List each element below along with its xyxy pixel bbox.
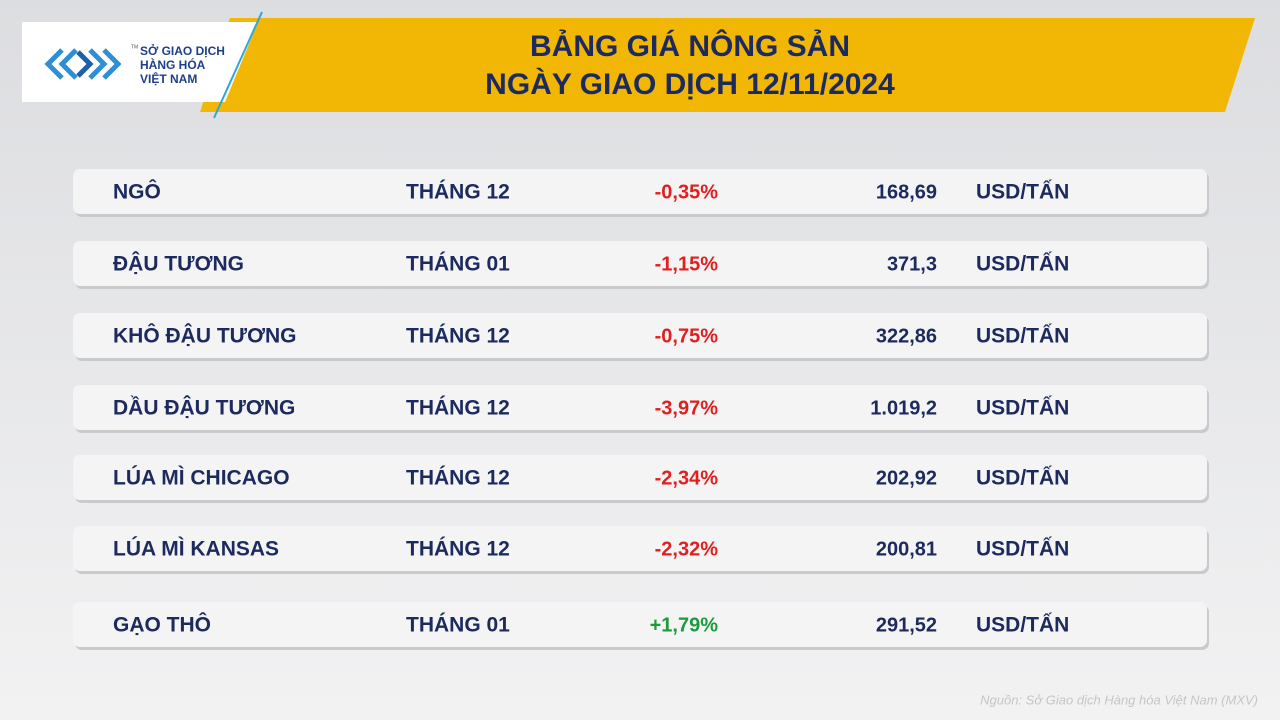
commodity: LÚA MÌ CHICAGO (113, 466, 290, 490)
month: THÁNG 01 (406, 614, 510, 637)
row-box (73, 455, 1207, 500)
change: +1,79% (650, 614, 719, 636)
price: 168,69 (876, 181, 937, 203)
logo-panel (22, 22, 258, 102)
unit: USD/TẤN (976, 538, 1069, 561)
price: 200,81 (876, 538, 937, 560)
commodity: LÚA MÌ KANSAS (113, 537, 279, 561)
row-box (73, 241, 1207, 286)
price: 322,86 (876, 325, 937, 347)
unit: USD/TẤN (976, 253, 1069, 276)
change: -1,15% (655, 253, 719, 275)
commodity: NGÔ (113, 180, 161, 204)
row-box (73, 385, 1207, 430)
row-box (73, 169, 1207, 214)
price: 202,92 (876, 467, 937, 489)
change: -2,32% (655, 538, 719, 560)
title: NGÀY GIAO DỊCH 12/11/2024 (485, 67, 895, 101)
logo-text: VIỆT NAM (140, 71, 197, 86)
month: THÁNG 12 (406, 467, 510, 490)
logo-trademark: TM (131, 44, 138, 50)
source-note: Nguồn: Sở Giao dịch Hàng hóa Việt Nam (M… (980, 692, 1258, 707)
logo-text: SỞ GIAO DỊCH (140, 43, 225, 58)
row-box (73, 526, 1207, 571)
price: 371,3 (887, 253, 937, 275)
unit: USD/TẤN (976, 467, 1069, 490)
unit: USD/TẤN (976, 325, 1069, 348)
title-banner (200, 18, 1255, 112)
commodity: ĐẬU TƯƠNG (113, 252, 244, 276)
unit: USD/TẤN (976, 614, 1069, 637)
row-box (73, 313, 1207, 358)
commodity: DẦU ĐẬU TƯƠNG (113, 396, 295, 420)
logo-mark (44, 48, 122, 80)
month: THÁNG 12 (406, 397, 510, 420)
unit: USD/TẤN (976, 397, 1069, 420)
price: 1.019,2 (870, 397, 937, 419)
month: THÁNG 01 (406, 253, 510, 276)
change: -0,35% (655, 181, 719, 203)
month: THÁNG 12 (406, 325, 510, 348)
row-box (73, 602, 1207, 647)
logo-text: HÀNG HÓA (140, 57, 206, 72)
commodity: GẠO THÔ (113, 613, 211, 637)
logo-accent (213, 11, 263, 119)
commodity: KHÔ ĐẬU TƯƠNG (113, 324, 297, 348)
month: THÁNG 12 (406, 181, 510, 204)
price: 291,52 (876, 614, 937, 636)
change: -0,75% (655, 325, 719, 347)
change: -3,97% (655, 397, 719, 419)
month: THÁNG 12 (406, 538, 510, 561)
unit: USD/TẤN (976, 181, 1069, 204)
title: BẢNG GIÁ NÔNG SẢN (530, 29, 850, 63)
change: -2,34% (655, 467, 719, 489)
